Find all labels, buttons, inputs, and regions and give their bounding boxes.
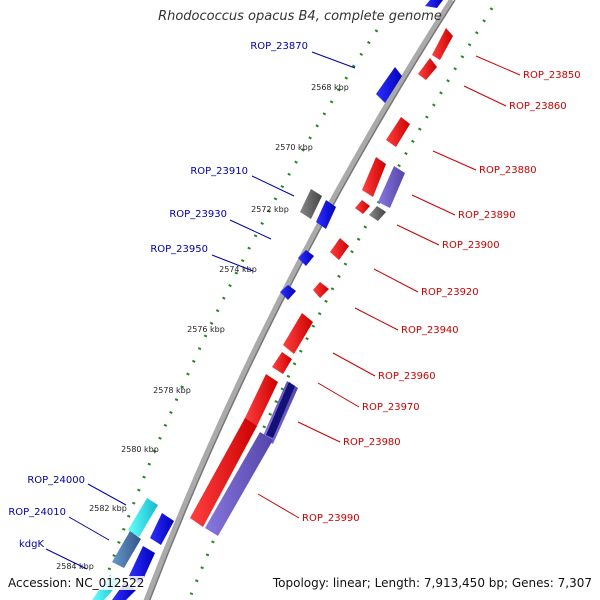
- tick-label: 2574 kbp: [219, 265, 257, 274]
- leader-line: [411, 194, 456, 216]
- gene-label-left[interactable]: ROP_24000: [27, 475, 85, 486]
- tick-label: 2580 kbp: [121, 445, 159, 454]
- leader-line: [475, 55, 521, 76]
- gene-rop-23990-a[interactable]: [190, 418, 257, 527]
- accession-text: Accession: NC_012522: [8, 576, 145, 590]
- gene-top-blue[interactable]: [425, 0, 443, 8]
- gene-rop-23880-a[interactable]: [386, 117, 410, 147]
- gene-rop-23900-a[interactable]: [355, 200, 370, 214]
- tick-label: 2584 kbp: [56, 562, 94, 571]
- gene-label-right[interactable]: ROP_23980: [343, 437, 401, 448]
- gene-rop-23920-rev[interactable]: [316, 200, 336, 229]
- gene-rop-23970[interactable]: [244, 374, 278, 428]
- leader-line: [251, 175, 295, 197]
- gene-label-right[interactable]: ROP_23940: [401, 325, 459, 336]
- leader-line: [317, 382, 360, 408]
- tick-label: 2570 kbp: [275, 143, 313, 152]
- map-title: Rhodococcus opacus B4, complete genome: [158, 9, 442, 24]
- gene-rop-23880[interactable]: [362, 157, 386, 197]
- gene-label-left[interactable]: kdgK: [19, 539, 44, 550]
- inner-dotted-ring: [187, 7, 494, 600]
- gene-rop-24010-a[interactable]: [150, 513, 174, 545]
- gene-label-left[interactable]: ROP_24010: [8, 507, 66, 518]
- leader-line: [396, 224, 440, 246]
- leader-line: [332, 352, 376, 377]
- gene-label-right[interactable]: ROP_23920: [421, 287, 479, 298]
- leader-line: [432, 150, 477, 171]
- gene-rop-23870[interactable]: [376, 67, 402, 103]
- gene-label-right[interactable]: ROP_23970: [362, 402, 420, 413]
- leader-line: [354, 307, 399, 331]
- gene-label-right[interactable]: ROP_23880: [479, 165, 537, 176]
- gene-rop-23930[interactable]: [298, 250, 314, 266]
- leader-line: [297, 421, 341, 443]
- leader-line: [68, 516, 110, 541]
- genome-backbone-shadow: [149, 0, 456, 600]
- leader-line: [229, 219, 272, 240]
- gene-rop-23920[interactable]: [313, 282, 329, 298]
- gene-rop-23960[interactable]: [272, 352, 292, 374]
- leader-line: [257, 493, 300, 519]
- gene-rop-23850[interactable]: [432, 28, 453, 60]
- gene-rop-23890[interactable]: [378, 166, 405, 208]
- tick-label: 2576 kbp: [187, 325, 225, 334]
- gene-label-right[interactable]: ROP_23960: [378, 371, 436, 382]
- gene-rop-24010[interactable]: [112, 531, 141, 568]
- leader-line: [373, 268, 419, 293]
- gene-label-layer: ROP_23870 ROP_23910 ROP_23930 ROP_23950 ROP_…: [8, 41, 580, 550]
- gene-label-right[interactable]: ROP_23850: [523, 70, 581, 81]
- gene-rop-23940[interactable]: [283, 313, 313, 354]
- genome-backbone: [143, 0, 455, 600]
- gene-label-right[interactable]: ROP_23860: [509, 101, 567, 112]
- gene-label-left[interactable]: ROP_23950: [150, 244, 208, 255]
- gene-label-left[interactable]: ROP_23910: [190, 166, 248, 177]
- gene-label-right[interactable]: ROP_23990: [302, 513, 360, 524]
- tick-label: 2568 kbp: [311, 83, 349, 92]
- tick-layer: 2568 kbp 2570 kbp 2572 kbp 2574 kbp 2576 kbp…: [56, 83, 349, 571]
- gene-rop-23950[interactable]: [280, 285, 296, 300]
- gene-rop-23910[interactable]: [300, 189, 322, 219]
- gene-label-left[interactable]: ROP_23870: [250, 41, 308, 52]
- gene-rop-23980-b[interactable]: [266, 382, 295, 438]
- label-line-layer: [45, 51, 521, 570]
- gene-label-right[interactable]: ROP_23890: [458, 210, 516, 221]
- leader-line: [463, 85, 507, 107]
- tick-label: 2578 kbp: [153, 386, 191, 395]
- gene-label-left[interactable]: ROP_23930: [169, 209, 227, 220]
- leader-line: [45, 548, 88, 570]
- outer-dotted-ring: [96, 29, 379, 600]
- gene-rop-23900[interactable]: [369, 206, 386, 221]
- leader-line: [87, 483, 127, 506]
- leader-line: [311, 51, 356, 69]
- gene-rop-24000[interactable]: [128, 498, 158, 537]
- summary-text: Topology: linear; Length: 7,913,450 bp; …: [272, 576, 592, 590]
- gene-rop-23860[interactable]: [418, 58, 437, 80]
- gene-rop-23990[interactable]: [205, 432, 273, 536]
- gene-kdgk[interactable]: [128, 546, 155, 584]
- tick-label: 2572 kbp: [251, 205, 289, 214]
- gene-label-right[interactable]: ROP_23900: [442, 240, 500, 251]
- gene-rop-23910-fwd[interactable]: [330, 238, 349, 260]
- tick-label: 2582 kbp: [89, 504, 127, 513]
- leader-line: [211, 254, 254, 272]
